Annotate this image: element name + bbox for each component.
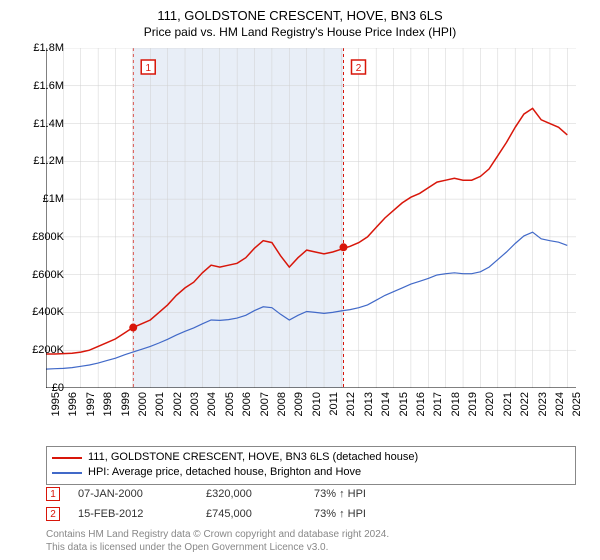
footer-line-2: This data is licensed under the Open Gov… xyxy=(46,541,576,554)
legend-swatch xyxy=(52,457,82,459)
svg-text:2: 2 xyxy=(356,63,362,74)
x-axis-tick-label: 1997 xyxy=(85,392,97,416)
y-axis-tick-label: £1.6M xyxy=(33,80,64,92)
x-axis-tick-label: 2003 xyxy=(189,392,201,416)
x-axis-tick-label: 2004 xyxy=(206,392,218,416)
transaction-row: 1 07-JAN-2000 £320,000 73% ↑ HPI xyxy=(46,484,576,504)
x-axis-tick-label: 2010 xyxy=(311,392,323,416)
transaction-marker: 2 xyxy=(46,507,60,521)
x-axis-tick-label: 1999 xyxy=(120,392,132,416)
x-axis-tick-label: 2007 xyxy=(259,392,271,416)
footer-attribution: Contains HM Land Registry data © Crown c… xyxy=(46,528,576,554)
transaction-delta: 73% ↑ HPI xyxy=(314,508,366,520)
legend-item: HPI: Average price, detached house, Brig… xyxy=(52,465,570,480)
chart-subtitle: Price paid vs. HM Land Registry's House … xyxy=(0,23,600,39)
transaction-date: 15-FEB-2012 xyxy=(78,508,188,520)
x-axis-tick-label: 2012 xyxy=(345,392,357,416)
x-axis-tick-label: 1998 xyxy=(102,392,114,416)
x-axis-tick-label: 2022 xyxy=(519,392,531,416)
y-axis-tick-label: £600K xyxy=(32,269,64,281)
y-axis-tick-label: £800K xyxy=(32,231,64,243)
x-axis-tick-label: 2013 xyxy=(363,392,375,416)
x-axis-tick-label: 2002 xyxy=(172,392,184,416)
y-axis-tick-label: £1.8M xyxy=(33,42,64,54)
x-axis-tick-label: 2020 xyxy=(484,392,496,416)
legend-item: 111, GOLDSTONE CRESCENT, HOVE, BN3 6LS (… xyxy=(52,450,570,465)
x-axis-tick-label: 2016 xyxy=(415,392,427,416)
y-axis-tick-label: £1.2M xyxy=(33,155,64,167)
x-axis-tick-label: 2014 xyxy=(380,392,392,416)
legend-swatch xyxy=(52,472,82,474)
svg-text:1: 1 xyxy=(145,63,151,74)
transaction-row: 2 15-FEB-2012 £745,000 73% ↑ HPI xyxy=(46,504,576,524)
legend-label: 111, GOLDSTONE CRESCENT, HOVE, BN3 6LS (… xyxy=(88,450,418,465)
y-axis-tick-label: £1M xyxy=(43,193,64,205)
legend-label: HPI: Average price, detached house, Brig… xyxy=(88,465,361,480)
y-axis-tick-label: £1.4M xyxy=(33,118,64,130)
x-axis-tick-label: 2024 xyxy=(554,392,566,416)
x-axis-tick-label: 2015 xyxy=(398,392,410,416)
transactions-table: 1 07-JAN-2000 £320,000 73% ↑ HPI 2 15-FEB-201… xyxy=(46,484,576,524)
x-axis-tick-label: 2005 xyxy=(224,392,236,416)
chart-title: 111, GOLDSTONE CRESCENT, HOVE, BN3 6LS xyxy=(0,0,600,23)
transaction-price: £745,000 xyxy=(206,508,296,520)
legend: 111, GOLDSTONE CRESCENT, HOVE, BN3 6LS (… xyxy=(46,446,576,485)
x-axis-tick-label: 1995 xyxy=(50,392,62,416)
transaction-date: 07-JAN-2000 xyxy=(78,488,188,500)
x-axis-tick-label: 2023 xyxy=(537,392,549,416)
y-axis-tick-label: £200K xyxy=(32,344,64,356)
x-axis-tick-label: 2011 xyxy=(328,392,340,416)
x-axis-tick-label: 2008 xyxy=(276,392,288,416)
x-axis-tick-label: 1996 xyxy=(67,392,79,416)
line-chart: 12 xyxy=(46,48,576,388)
x-axis-tick-label: 2009 xyxy=(293,392,305,416)
y-axis-tick-label: £400K xyxy=(32,306,64,318)
transaction-delta: 73% ↑ HPI xyxy=(314,488,366,500)
x-axis-tick-label: 2021 xyxy=(502,392,514,416)
x-axis-tick-label: 2019 xyxy=(467,392,479,416)
x-axis-tick-label: 2018 xyxy=(450,392,462,416)
transaction-marker: 1 xyxy=(46,487,60,501)
x-axis-tick-label: 2001 xyxy=(154,392,166,416)
x-axis-tick-label: 2006 xyxy=(241,392,253,416)
transaction-price: £320,000 xyxy=(206,488,296,500)
x-axis-tick-label: 2017 xyxy=(432,392,444,416)
footer-line-1: Contains HM Land Registry data © Crown c… xyxy=(46,528,576,541)
x-axis-tick-label: 2025 xyxy=(571,392,583,416)
x-axis-tick-label: 2000 xyxy=(137,392,149,416)
